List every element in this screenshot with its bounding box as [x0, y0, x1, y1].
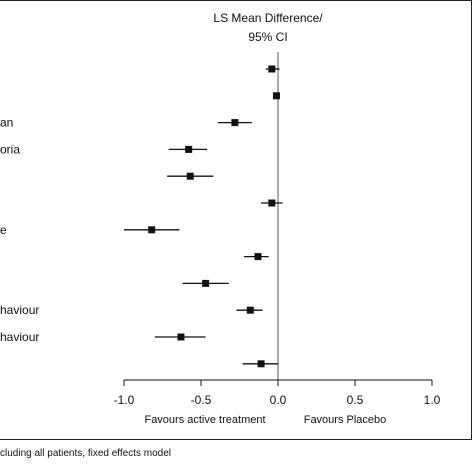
- row-label: oria: [0, 142, 20, 156]
- x-tick-label: 0.0: [270, 393, 287, 407]
- point-estimate-marker: [257, 360, 265, 368]
- x-tick-label: 1.0: [424, 393, 441, 407]
- footnote: cluding all patients, fixed effects mode…: [0, 448, 172, 459]
- row-label: haviour: [0, 303, 39, 317]
- point-estimate-marker: [202, 279, 210, 287]
- favours-placebo-label: Favours Placebo: [304, 414, 387, 426]
- point-estimate-marker: [254, 253, 262, 261]
- x-tick-label: 0.5: [347, 393, 364, 407]
- favours-active-label: Favours active treatment: [144, 414, 265, 426]
- point-estimate-marker: [272, 92, 280, 100]
- row-label: an: [0, 116, 13, 130]
- point-estimate-marker: [148, 226, 156, 234]
- point-estimate-marker: [186, 172, 194, 180]
- plot-frame: [0, 0, 472, 440]
- chart-title-line2: 95% CI: [248, 30, 287, 44]
- x-tick-label: -1.0: [114, 393, 135, 407]
- point-estimate-marker: [231, 119, 239, 127]
- x-tick-label: -0.5: [191, 393, 212, 407]
- row-label: haviour: [0, 330, 39, 344]
- point-estimate-marker: [177, 333, 185, 341]
- chart-title-line1: LS Mean Difference/: [213, 11, 323, 25]
- point-estimate-marker: [268, 65, 276, 73]
- row-label: e: [0, 223, 7, 237]
- point-estimate-marker: [246, 306, 254, 314]
- point-estimate-marker: [185, 145, 193, 153]
- point-estimate-marker: [268, 199, 276, 207]
